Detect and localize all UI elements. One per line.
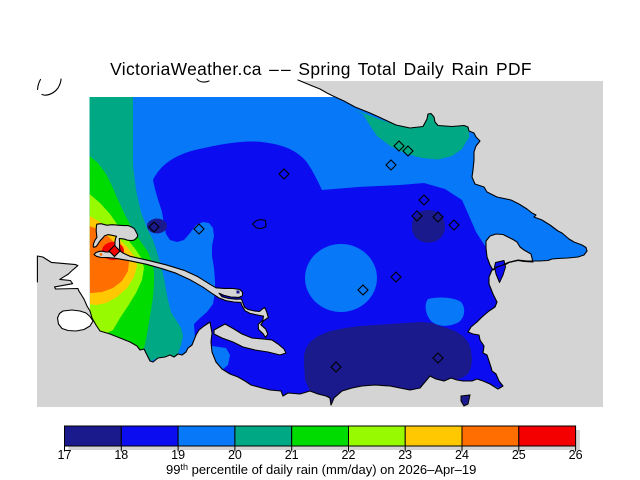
svg-text:20: 20 — [228, 448, 242, 462]
svg-text:18: 18 — [114, 448, 128, 462]
svg-text:19: 19 — [171, 448, 185, 462]
svg-text:24: 24 — [455, 448, 469, 462]
svg-text:21: 21 — [285, 448, 299, 462]
svg-text:VictoriaWeather.ca – – Spring: VictoriaWeather.ca – – Spring Total Dail… — [110, 59, 532, 79]
svg-text:26: 26 — [569, 448, 583, 462]
svg-text:25: 25 — [512, 448, 526, 462]
svg-text:17: 17 — [58, 448, 72, 462]
svg-text:23: 23 — [398, 448, 412, 462]
svg-text:22: 22 — [342, 448, 356, 462]
svg-text:99th percentile of daily rain: 99th percentile of daily rain (mm/day) o… — [166, 462, 476, 477]
